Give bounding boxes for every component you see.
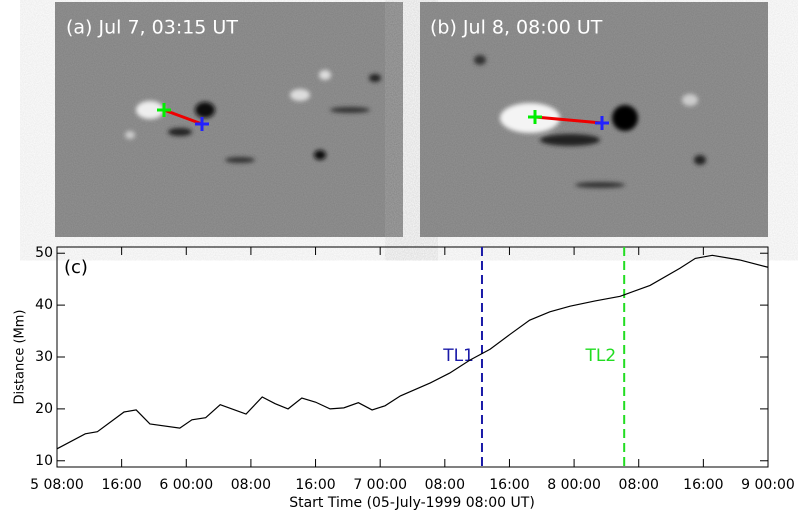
x-tick-label: 16:00: [101, 477, 141, 493]
x-tick-label: 08:00: [619, 477, 659, 493]
y-tick-label: 40: [35, 297, 53, 313]
magnetogram-b: (b) Jul 8, 08:00 UT: [420, 2, 768, 237]
x-axis-label: Start Time (05-July-1999 08:00 UT): [289, 495, 535, 511]
y-tick-label: 50: [35, 245, 53, 261]
y-tick-label: 20: [35, 401, 53, 417]
x-tick-label: 16:00: [683, 477, 723, 493]
x-tick-label: 08:00: [425, 477, 465, 493]
x-tick-label: 7 00:00: [353, 477, 407, 493]
data-line: [56, 254, 769, 450]
x-tick-label: 5 08:00: [30, 477, 84, 493]
panel-label: (c): [64, 257, 88, 278]
x-tick-label: 16:00: [489, 477, 529, 493]
marker-label: TL2: [585, 346, 617, 366]
marker-label: TL1: [442, 346, 474, 366]
y-tick-label: 30: [35, 349, 53, 365]
magnetogram-a: (a) Jul 7, 03:15 UT: [55, 2, 403, 237]
y-axis-label: Distance (Mm): [13, 310, 28, 405]
plot-frame: [56, 246, 769, 468]
y-tick-label: 10: [35, 453, 53, 469]
x-tick-label: 16:00: [295, 477, 335, 493]
x-tick-label: 08:00: [231, 477, 271, 493]
x-tick-label: 6 00:00: [159, 477, 213, 493]
panel-label: (b) Jul 8, 08:00 UT: [430, 17, 603, 39]
x-tick-label: 9 00:00: [741, 477, 795, 493]
panel-label: (a) Jul 7, 03:15 UT: [66, 17, 238, 39]
x-tick-label: 8 00:00: [547, 477, 601, 493]
